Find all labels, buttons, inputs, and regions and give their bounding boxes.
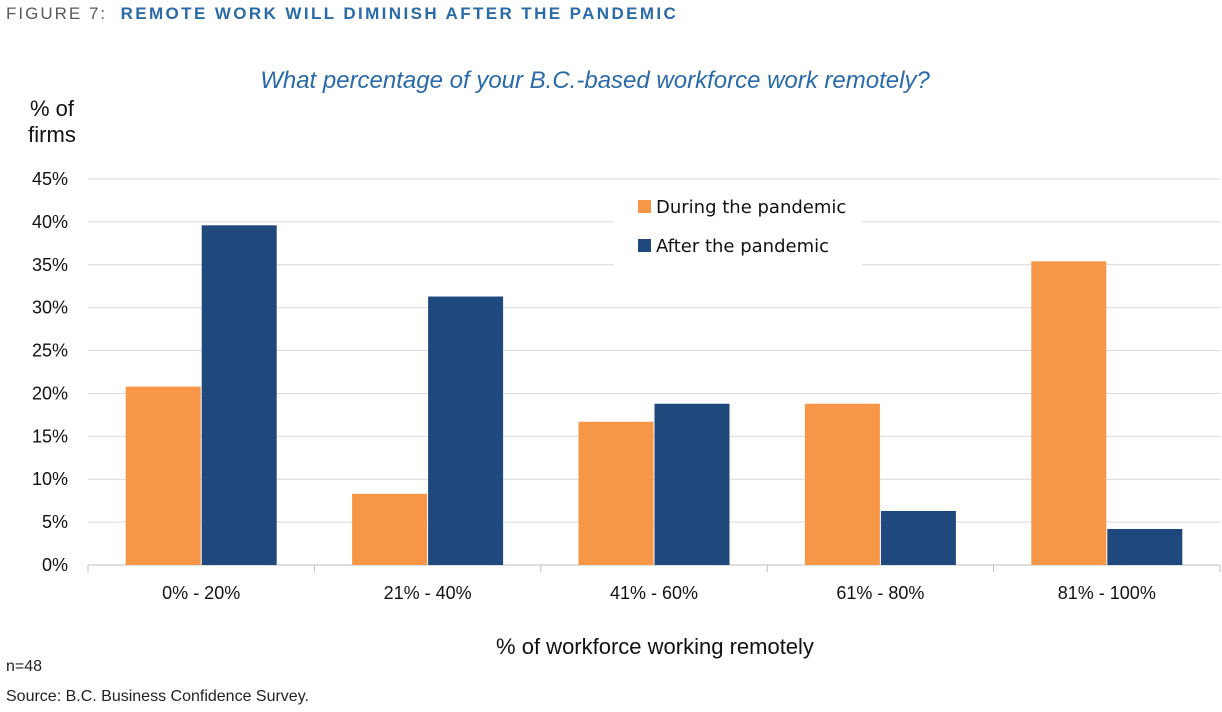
bar — [125, 386, 201, 565]
legend-swatch — [638, 239, 651, 252]
figure-label: FIGURE 7: — [6, 4, 108, 23]
y-tick-label: 10% — [32, 469, 68, 489]
bar — [1107, 528, 1183, 565]
bar — [804, 403, 880, 565]
bar — [428, 296, 504, 565]
chart-title: What percentage of your B.C.-based workf… — [260, 67, 930, 94]
bar — [352, 493, 428, 565]
y-tick-label: 0% — [42, 555, 68, 575]
sample-size-note: n=48 — [6, 658, 43, 675]
y-tick-label: 45% — [32, 169, 68, 189]
y-tick-label: 20% — [32, 383, 68, 403]
y-tick-label: 30% — [32, 298, 68, 318]
x-tick-label: 41% - 60% — [610, 583, 698, 603]
x-axis-title: % of workforce working remotely — [496, 634, 814, 659]
bar — [201, 225, 277, 565]
y-tick-label: 40% — [32, 212, 68, 232]
y-tick-label: 5% — [42, 512, 68, 532]
figure-header: FIGURE 7: REMOTE WORK WILL DIMINISH AFTE… — [6, 4, 678, 24]
y-tick-label: 15% — [32, 426, 68, 446]
bar — [654, 403, 730, 565]
source-note: Source: B.C. Business Confidence Survey. — [6, 688, 309, 705]
bar — [578, 421, 654, 565]
y-tick-label: 35% — [32, 255, 68, 275]
y-axis-title: % of firms — [22, 96, 82, 148]
x-tick-label: 61% - 80% — [836, 583, 924, 603]
y-axis-title-line1: % of — [29, 96, 75, 121]
legend-label: After the pandemic — [656, 236, 829, 257]
y-tick-label: 25% — [32, 341, 68, 361]
legend-box — [614, 186, 862, 266]
x-tick-label: 0% - 20% — [162, 583, 240, 603]
figure-title: REMOTE WORK WILL DIMINISH AFTER THE PAND… — [120, 4, 679, 23]
legend-swatch — [638, 200, 651, 213]
y-axis-title-line2: firms — [28, 122, 76, 147]
bar — [880, 510, 956, 565]
bar — [1031, 261, 1107, 565]
x-tick-label: 21% - 40% — [384, 583, 472, 603]
legend-label: During the pandemic — [656, 197, 846, 218]
x-tick-label: 81% - 100% — [1058, 583, 1156, 603]
